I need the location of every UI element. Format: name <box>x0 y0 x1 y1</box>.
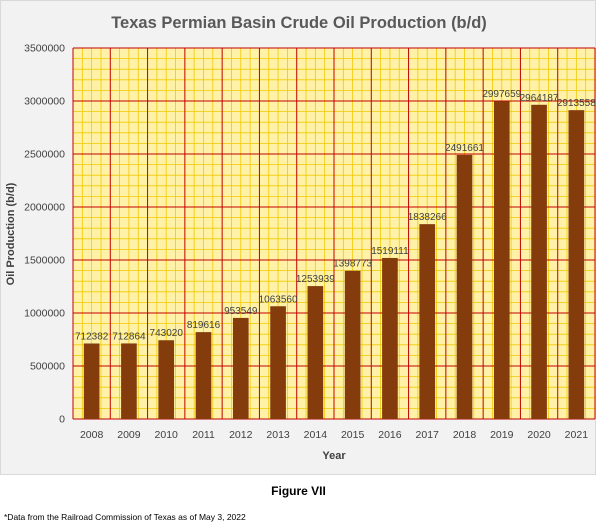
chart-title: Texas Permian Basin Crude Oil Production… <box>111 14 487 32</box>
y-tick-label: 2500000 <box>24 149 65 161</box>
y-tick-label: 1500000 <box>24 255 65 267</box>
bar-2018 <box>456 154 473 420</box>
x-tick-label: 2017 <box>416 429 440 441</box>
data-label-2015: 1398773 <box>333 259 372 270</box>
x-tick-label: 2011 <box>192 429 215 441</box>
bar-2008 <box>83 343 100 419</box>
bar-2016 <box>382 257 398 419</box>
data-label-2008: 712382 <box>75 331 109 342</box>
source-note: *Data from the Railroad Commission of Te… <box>4 512 246 522</box>
x-tick-label: 2012 <box>229 429 253 441</box>
bar-2009 <box>121 343 137 419</box>
y-tick-label: 500000 <box>30 361 65 373</box>
bar-2012 <box>232 317 249 419</box>
data-label-2017: 1838266 <box>408 212 447 223</box>
x-tick-label: 2016 <box>378 429 402 441</box>
x-tick-label: 2020 <box>527 429 551 441</box>
y-tick-label: 1000000 <box>24 308 65 320</box>
data-label-2014: 1253939 <box>296 274 335 285</box>
bar-2010 <box>158 340 175 419</box>
x-tick-label: 2008 <box>80 429 104 441</box>
y-tick-label: 0 <box>59 414 65 426</box>
x-tick-label: 2021 <box>565 429 589 441</box>
y-tick-label: 2000000 <box>24 202 65 214</box>
data-label-2019: 2997659 <box>482 89 521 100</box>
x-axis-title: Year <box>322 450 346 462</box>
bar-2013 <box>270 306 286 419</box>
data-label-2016: 1519111 <box>371 246 409 257</box>
bar-2015 <box>344 270 361 419</box>
chart-frame: Texas Permian Basin Crude Oil Production… <box>0 0 596 475</box>
bar-2020 <box>531 104 547 420</box>
x-tick-label: 2010 <box>155 429 179 441</box>
figure-caption: Figure VII <box>271 484 326 498</box>
bar-2021 <box>568 110 585 420</box>
x-tick-label: 2019 <box>490 429 514 441</box>
data-label-2018: 2491661 <box>445 143 484 154</box>
x-tick-label: 2009 <box>117 429 141 441</box>
bar-2017 <box>419 224 436 419</box>
data-label-2010: 743020 <box>150 328 184 339</box>
data-label-2009: 712864 <box>112 331 146 342</box>
data-label-2012: 953549 <box>224 306 258 317</box>
data-label-2013: 1063560 <box>259 294 298 305</box>
data-label-2021: 2913558 <box>557 98 596 109</box>
x-tick-label: 2013 <box>266 429 290 441</box>
y-tick-label: 3000000 <box>24 96 65 108</box>
data-label-2011: 819616 <box>187 320 221 331</box>
x-tick-label: 2014 <box>304 429 328 441</box>
y-tick-label: 3500000 <box>24 43 65 55</box>
bar-2011 <box>195 332 212 419</box>
bar-chart: Texas Permian Basin Crude Oil Production… <box>5 14 596 462</box>
data-label-2020: 2964187 <box>520 93 559 104</box>
x-tick-label: 2018 <box>453 429 477 441</box>
x-tick-label: 2015 <box>341 429 365 441</box>
bar-2014 <box>307 286 324 419</box>
y-axis-title: Oil Production (b/d) <box>5 182 17 285</box>
bar-2019 <box>493 101 510 420</box>
